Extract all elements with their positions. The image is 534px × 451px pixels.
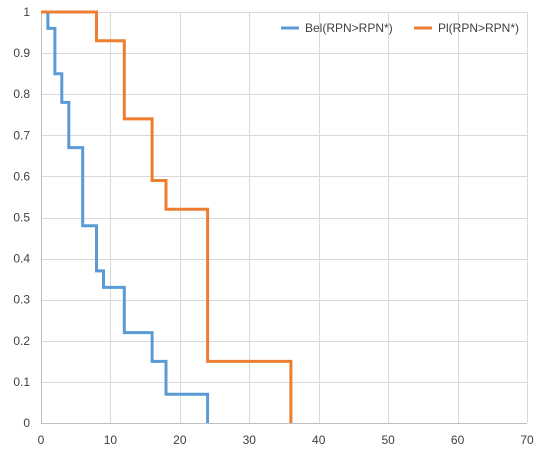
legend-label-2: Pl(RPN>RPN*) (438, 21, 519, 35)
legend-label-1: Bel(RPN>RPN*) (305, 21, 393, 35)
y-tick-label: 0 (23, 416, 30, 430)
x-tick-label: 70 (520, 433, 534, 447)
x-tick-label: 50 (381, 433, 395, 447)
x-tick-label: 30 (243, 433, 257, 447)
series-line-1 (41, 10, 210, 423)
y-tick-label: 0.1 (13, 375, 30, 389)
grid (41, 12, 528, 423)
y-tick-label: 0.4 (13, 252, 30, 266)
plot-area (41, 10, 293, 423)
y-tick-label: 0.2 (13, 334, 30, 348)
x-tick-label: 10 (104, 433, 118, 447)
y-tick-label: 0.3 (13, 293, 30, 307)
y-tick-label: 0.5 (13, 211, 30, 225)
x-tick-label: 40 (312, 433, 326, 447)
y-tick-label: 0.6 (13, 169, 30, 183)
y-tick-label: 0.7 (13, 128, 30, 142)
legend: Bel(RPN>RPN*) Pl(RPN>RPN*) (281, 21, 519, 35)
x-tick-label: 20 (173, 433, 187, 447)
y-tick-label: 0.9 (13, 46, 30, 60)
y-tick-label: 0.8 (13, 87, 30, 101)
x-tick-label: 0 (38, 433, 45, 447)
series-line-2 (41, 10, 293, 423)
axes: 00.10.20.30.40.50.60.70.80.910 10 20 30 40 50… (13, 5, 534, 447)
x-tick-label: 60 (451, 433, 465, 447)
y-tick-label: 1 (23, 5, 30, 19)
